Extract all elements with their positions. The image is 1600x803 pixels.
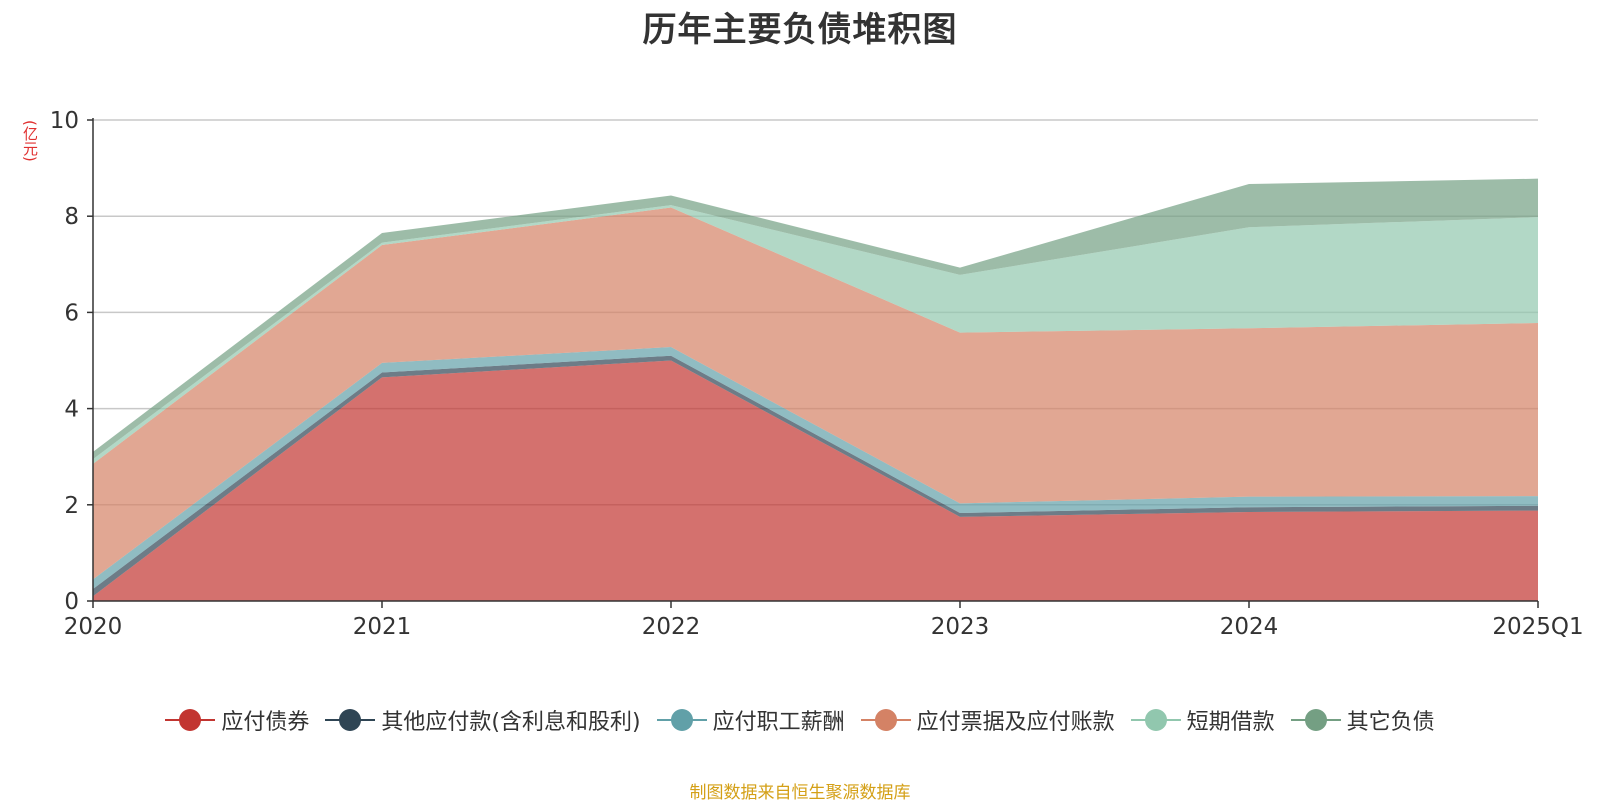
area-series-4	[93, 205, 1538, 464]
legend-marker-icon	[165, 705, 216, 735]
x-tick-label: 2021	[353, 614, 412, 640]
legend: 应付债券 其他应付款(含利息和股利) 应付职工薪酬 应付票据及应付账款 短期借款 其它负债	[0, 704, 1600, 736]
chart-canvas: 0 2 4 6 8 10 2020 2021 2022 2023 2024 2025Q1	[50, 108, 1584, 640]
legend-label: 短期借款	[1186, 710, 1275, 735]
area-series-0	[93, 360, 1538, 601]
legend-label: 应付职工薪酬	[712, 710, 845, 735]
x-tick-label: 2022	[642, 614, 701, 640]
y-tick-label: 0	[64, 589, 79, 615]
tick-labels: 0 2 4 6 8 10 2020 2021 2022 2023 2024 2025Q1	[50, 108, 1584, 640]
y-tick-label: 8	[64, 204, 79, 230]
source-note: 制图数据来自恒生聚源数据库	[689, 783, 911, 803]
y-tick-label: 4	[64, 397, 79, 423]
x-tick-label: 2025Q1	[1492, 614, 1583, 640]
legend-item-0[interactable]: 应付债券	[165, 704, 309, 736]
legend-label: 其它负债	[1346, 710, 1435, 735]
area-series-5	[93, 178, 1538, 460]
y-axis-unit-label: (亿元)	[21, 120, 39, 162]
legend-item-3[interactable]: 应付票据及应付账款	[860, 704, 1115, 736]
legend-marker-icon	[325, 705, 376, 735]
legend-item-2[interactable]: 应付职工薪酬	[656, 704, 845, 736]
y-tick-label: 10	[50, 108, 79, 134]
legend-item-4[interactable]: 短期借款	[1130, 704, 1275, 736]
x-tick-label: 2020	[64, 614, 123, 640]
legend-label: 其他应付款(含利息和股利)	[381, 710, 641, 735]
y-tick-label: 6	[64, 300, 79, 326]
area-series-3	[93, 207, 1538, 580]
legend-label: 应付债券	[221, 710, 310, 735]
stacked-areas	[93, 178, 1538, 601]
legend-item-5[interactable]: 其它负债	[1290, 704, 1435, 736]
legend-label: 应付票据及应付账款	[916, 710, 1115, 735]
legend-marker-icon	[1130, 705, 1181, 735]
axes	[87, 118, 1539, 608]
chart-title: 历年主要负债堆积图	[642, 10, 958, 50]
legend-marker-icon	[656, 705, 707, 735]
x-tick-label: 2023	[931, 614, 990, 640]
legend-item-1[interactable]: 其他应付款(含利息和股利)	[325, 704, 641, 736]
x-tick-label: 2024	[1220, 614, 1279, 640]
legend-marker-icon	[860, 705, 911, 735]
y-tick-label: 2	[64, 493, 79, 519]
legend-marker-icon	[1290, 705, 1341, 735]
